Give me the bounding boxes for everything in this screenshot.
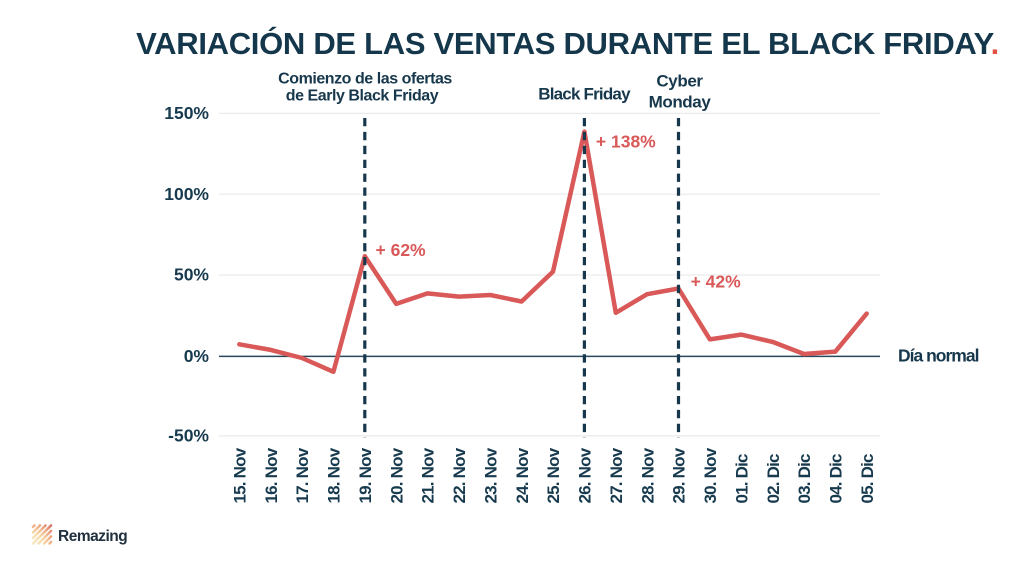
svg-text:21. Nov: 21. Nov — [419, 447, 438, 503]
svg-text:29. Nov: 29. Nov — [670, 447, 689, 503]
svg-text:19. Nov: 19. Nov — [356, 447, 375, 503]
svg-text:23. Nov: 23. Nov — [482, 447, 501, 503]
svg-text:Cyber: Cyber — [656, 72, 703, 91]
svg-text:Día normal: Día normal — [898, 346, 979, 366]
svg-text:20. Nov: 20. Nov — [387, 447, 406, 503]
svg-text:Comienzo de las ofertas: Comienzo de las ofertas — [278, 71, 452, 88]
svg-text:15. Nov: 15. Nov — [231, 447, 250, 503]
svg-text:+ 62%: + 62% — [376, 240, 427, 260]
svg-text:+ 42%: + 42% — [691, 272, 742, 292]
svg-text:05. Dic: 05. Dic — [858, 454, 877, 504]
svg-text:de Early Black Friday: de Early Black Friday — [286, 88, 439, 105]
svg-text:-50%: -50% — [168, 426, 209, 446]
svg-text:22. Nov: 22. Nov — [450, 447, 469, 503]
svg-text:04. Dic: 04. Dic — [827, 454, 846, 504]
svg-text:24. Nov: 24. Nov — [513, 447, 532, 503]
svg-text:16. Nov: 16. Nov — [262, 447, 281, 503]
svg-text:150%: 150% — [164, 103, 209, 123]
svg-text:18. Nov: 18. Nov — [325, 447, 344, 503]
svg-text:17. Nov: 17. Nov — [293, 447, 312, 503]
svg-text:+ 138%: + 138% — [596, 132, 656, 152]
svg-text:01. Dic: 01. Dic — [732, 454, 751, 504]
svg-text:25. Nov: 25. Nov — [544, 447, 563, 503]
svg-text:50%: 50% — [174, 265, 209, 285]
svg-text:28. Nov: 28. Nov — [638, 447, 657, 503]
svg-text:03. Dic: 03. Dic — [795, 454, 814, 504]
svg-text:27. Nov: 27. Nov — [607, 447, 626, 503]
svg-text:Remazing: Remazing — [58, 528, 127, 545]
svg-text:100%: 100% — [164, 184, 209, 204]
svg-text:02. Dic: 02. Dic — [764, 454, 783, 504]
svg-text:Black Friday: Black Friday — [538, 85, 631, 104]
svg-text:VARIACIÓN DE LAS VENTAS DURANT: VARIACIÓN DE LAS VENTAS DURANTE EL BLACK… — [136, 25, 999, 61]
svg-text:30. Nov: 30. Nov — [701, 447, 720, 503]
svg-text:26. Nov: 26. Nov — [576, 447, 595, 503]
svg-text:Monday: Monday — [649, 93, 712, 112]
svg-text:0%: 0% — [184, 346, 210, 366]
